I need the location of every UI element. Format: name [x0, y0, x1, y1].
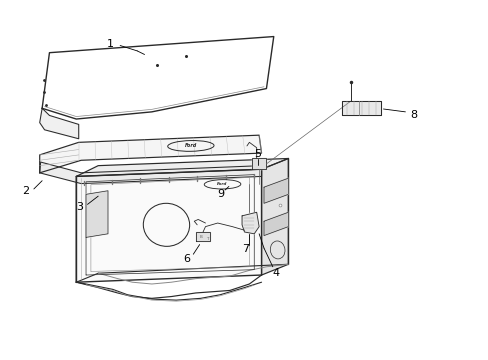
Polygon shape [40, 162, 261, 184]
Text: 5: 5 [254, 149, 261, 159]
Polygon shape [251, 158, 266, 169]
Text: 9: 9 [217, 189, 224, 199]
Polygon shape [40, 108, 79, 139]
Polygon shape [264, 178, 288, 203]
Text: 8: 8 [410, 110, 417, 120]
Polygon shape [76, 158, 288, 176]
Text: 3: 3 [76, 202, 83, 212]
Polygon shape [261, 158, 288, 275]
Text: 2: 2 [22, 186, 30, 196]
Polygon shape [195, 232, 210, 241]
Text: 4: 4 [272, 268, 279, 278]
Text: 6: 6 [183, 254, 190, 264]
Text: 1: 1 [107, 39, 114, 49]
Polygon shape [42, 37, 273, 119]
Text: T: T [205, 237, 208, 241]
Polygon shape [264, 212, 288, 235]
Polygon shape [76, 169, 261, 282]
Polygon shape [40, 135, 261, 173]
Text: Ford: Ford [184, 143, 197, 148]
Polygon shape [242, 212, 259, 234]
Text: 7: 7 [242, 244, 248, 254]
Polygon shape [86, 191, 108, 237]
Text: B: B [199, 235, 202, 239]
Text: Ford: Ford [217, 182, 227, 186]
Polygon shape [341, 101, 380, 116]
